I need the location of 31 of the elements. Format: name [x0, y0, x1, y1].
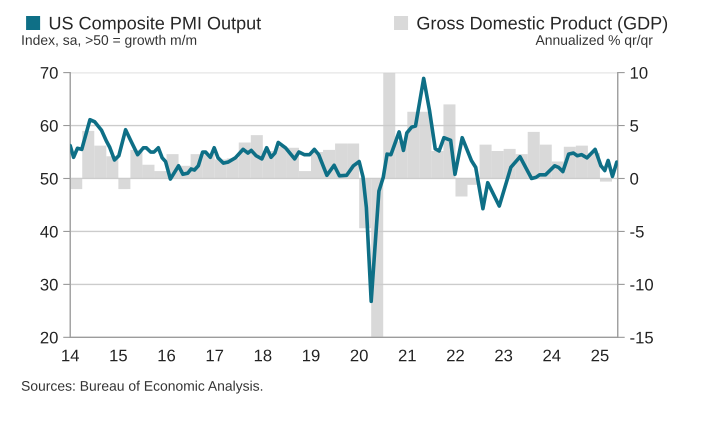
x-tick-label: 19	[302, 350, 320, 362]
x-tick-label: 25	[592, 350, 609, 362]
y2-tick-label: -15	[630, 332, 653, 344]
x-tick-label: 20	[350, 350, 368, 362]
y-tick-label: 70	[40, 66, 58, 79]
y2-tick-label: 0	[630, 172, 638, 185]
legend-label: Gross Domestic Product (GDP)	[417, 16, 668, 34]
x-tick-label: 24	[543, 350, 561, 362]
y2-tick-label: 5	[630, 120, 638, 132]
y-tick-label: 40	[40, 226, 58, 238]
y2-tick-label: -5	[630, 226, 644, 238]
x-tick-label: 18	[254, 350, 272, 362]
y2-tick-label: 10	[630, 66, 648, 79]
x-tick-label: 23	[495, 350, 512, 362]
x-tick-label: 15	[110, 350, 127, 362]
x-tick-label: 17	[206, 350, 224, 362]
x-tick-label: 22	[447, 350, 464, 362]
y-tick-label: 60	[40, 120, 58, 132]
y-tick-label: 20	[40, 332, 58, 344]
x-tick-label: 21	[398, 350, 416, 362]
line-series	[70, 76, 618, 304]
source-note: Sources: Bureau of Economic Analysis.	[22, 380, 262, 394]
x-tick-label: 14	[62, 350, 79, 362]
y2-tick-label: -10	[630, 278, 653, 291]
y-tick-label: 30	[40, 278, 58, 291]
legend-label: US Composite PMI Output	[50, 16, 262, 34]
y-axis-title: Index, sa, >50 = growth m/m	[22, 34, 196, 48]
bar	[118, 178, 130, 190]
y2-axis-title: Annualized % qr/qr	[536, 34, 653, 48]
x-tick-label: 16	[158, 350, 176, 362]
y-tick-label: 50	[40, 172, 58, 185]
